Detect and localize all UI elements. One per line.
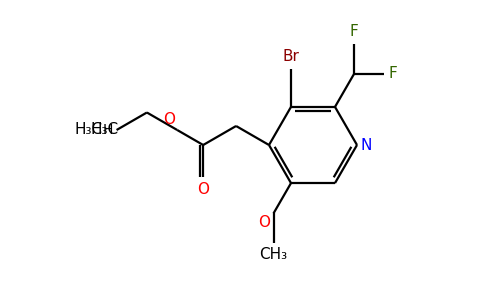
Text: N: N [361, 137, 372, 152]
Text: H₃C: H₃C [91, 122, 119, 137]
Text: F: F [349, 24, 358, 39]
Text: O: O [258, 215, 271, 230]
Text: H₃C: H₃C [75, 122, 103, 136]
Text: O: O [197, 182, 209, 197]
Text: O: O [163, 112, 175, 127]
Text: CH₃: CH₃ [259, 248, 287, 262]
Text: Br: Br [283, 49, 300, 64]
Text: F: F [388, 67, 397, 82]
Text: H: H [102, 123, 113, 137]
